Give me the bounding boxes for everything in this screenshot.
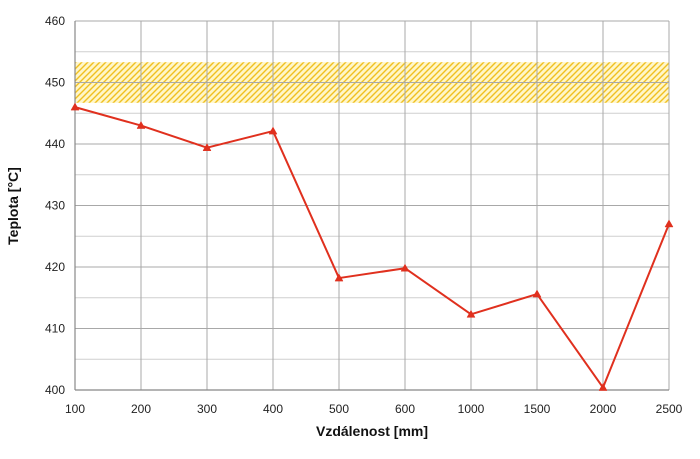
- y-axis-title: Teplota [°C]: [5, 167, 21, 245]
- y-tick-label: 410: [45, 322, 65, 336]
- data-point-marker: [136, 121, 146, 129]
- x-tick-label: 600: [395, 402, 415, 416]
- x-tick-label: 2000: [590, 402, 617, 416]
- x-tick-label: 100: [65, 402, 85, 416]
- x-tick-label: 400: [263, 402, 283, 416]
- data-point-marker: [70, 102, 80, 111]
- x-tick-label: 500: [329, 402, 349, 416]
- data-point-marker: [598, 383, 608, 391]
- series-line: [74, 106, 670, 389]
- y-tick-label: 440: [45, 137, 65, 151]
- data-point-marker: [532, 289, 542, 298]
- data-point-marker: [202, 143, 212, 151]
- data-point-marker: [334, 273, 344, 282]
- x-tick-label: 300: [197, 402, 217, 416]
- x-tick-label: 2500: [656, 402, 683, 416]
- x-tick-label: 1500: [524, 402, 551, 416]
- data-point-marker: [268, 126, 278, 135]
- x-tick-label: 1000: [458, 402, 485, 416]
- y-tick-label: 430: [45, 199, 65, 213]
- y-tick-label: 460: [45, 14, 65, 28]
- data-point-marker: [466, 309, 476, 318]
- axis-layer: 400 410 420 430 440 450 460 100 200 300 400 500 600 1…: [45, 14, 683, 416]
- y-tick-label: 400: [45, 383, 65, 397]
- grid-layer: [74, 20, 670, 391]
- data-point-marker: [400, 263, 410, 272]
- y-tick-label: 420: [45, 260, 65, 274]
- data-point-marker: [664, 219, 674, 228]
- series-layer: [70, 102, 674, 391]
- x-tick-label: 200: [131, 402, 151, 416]
- x-axis-title: Vzdálenost [mm]: [316, 423, 428, 439]
- y-tick-label: 450: [45, 76, 65, 90]
